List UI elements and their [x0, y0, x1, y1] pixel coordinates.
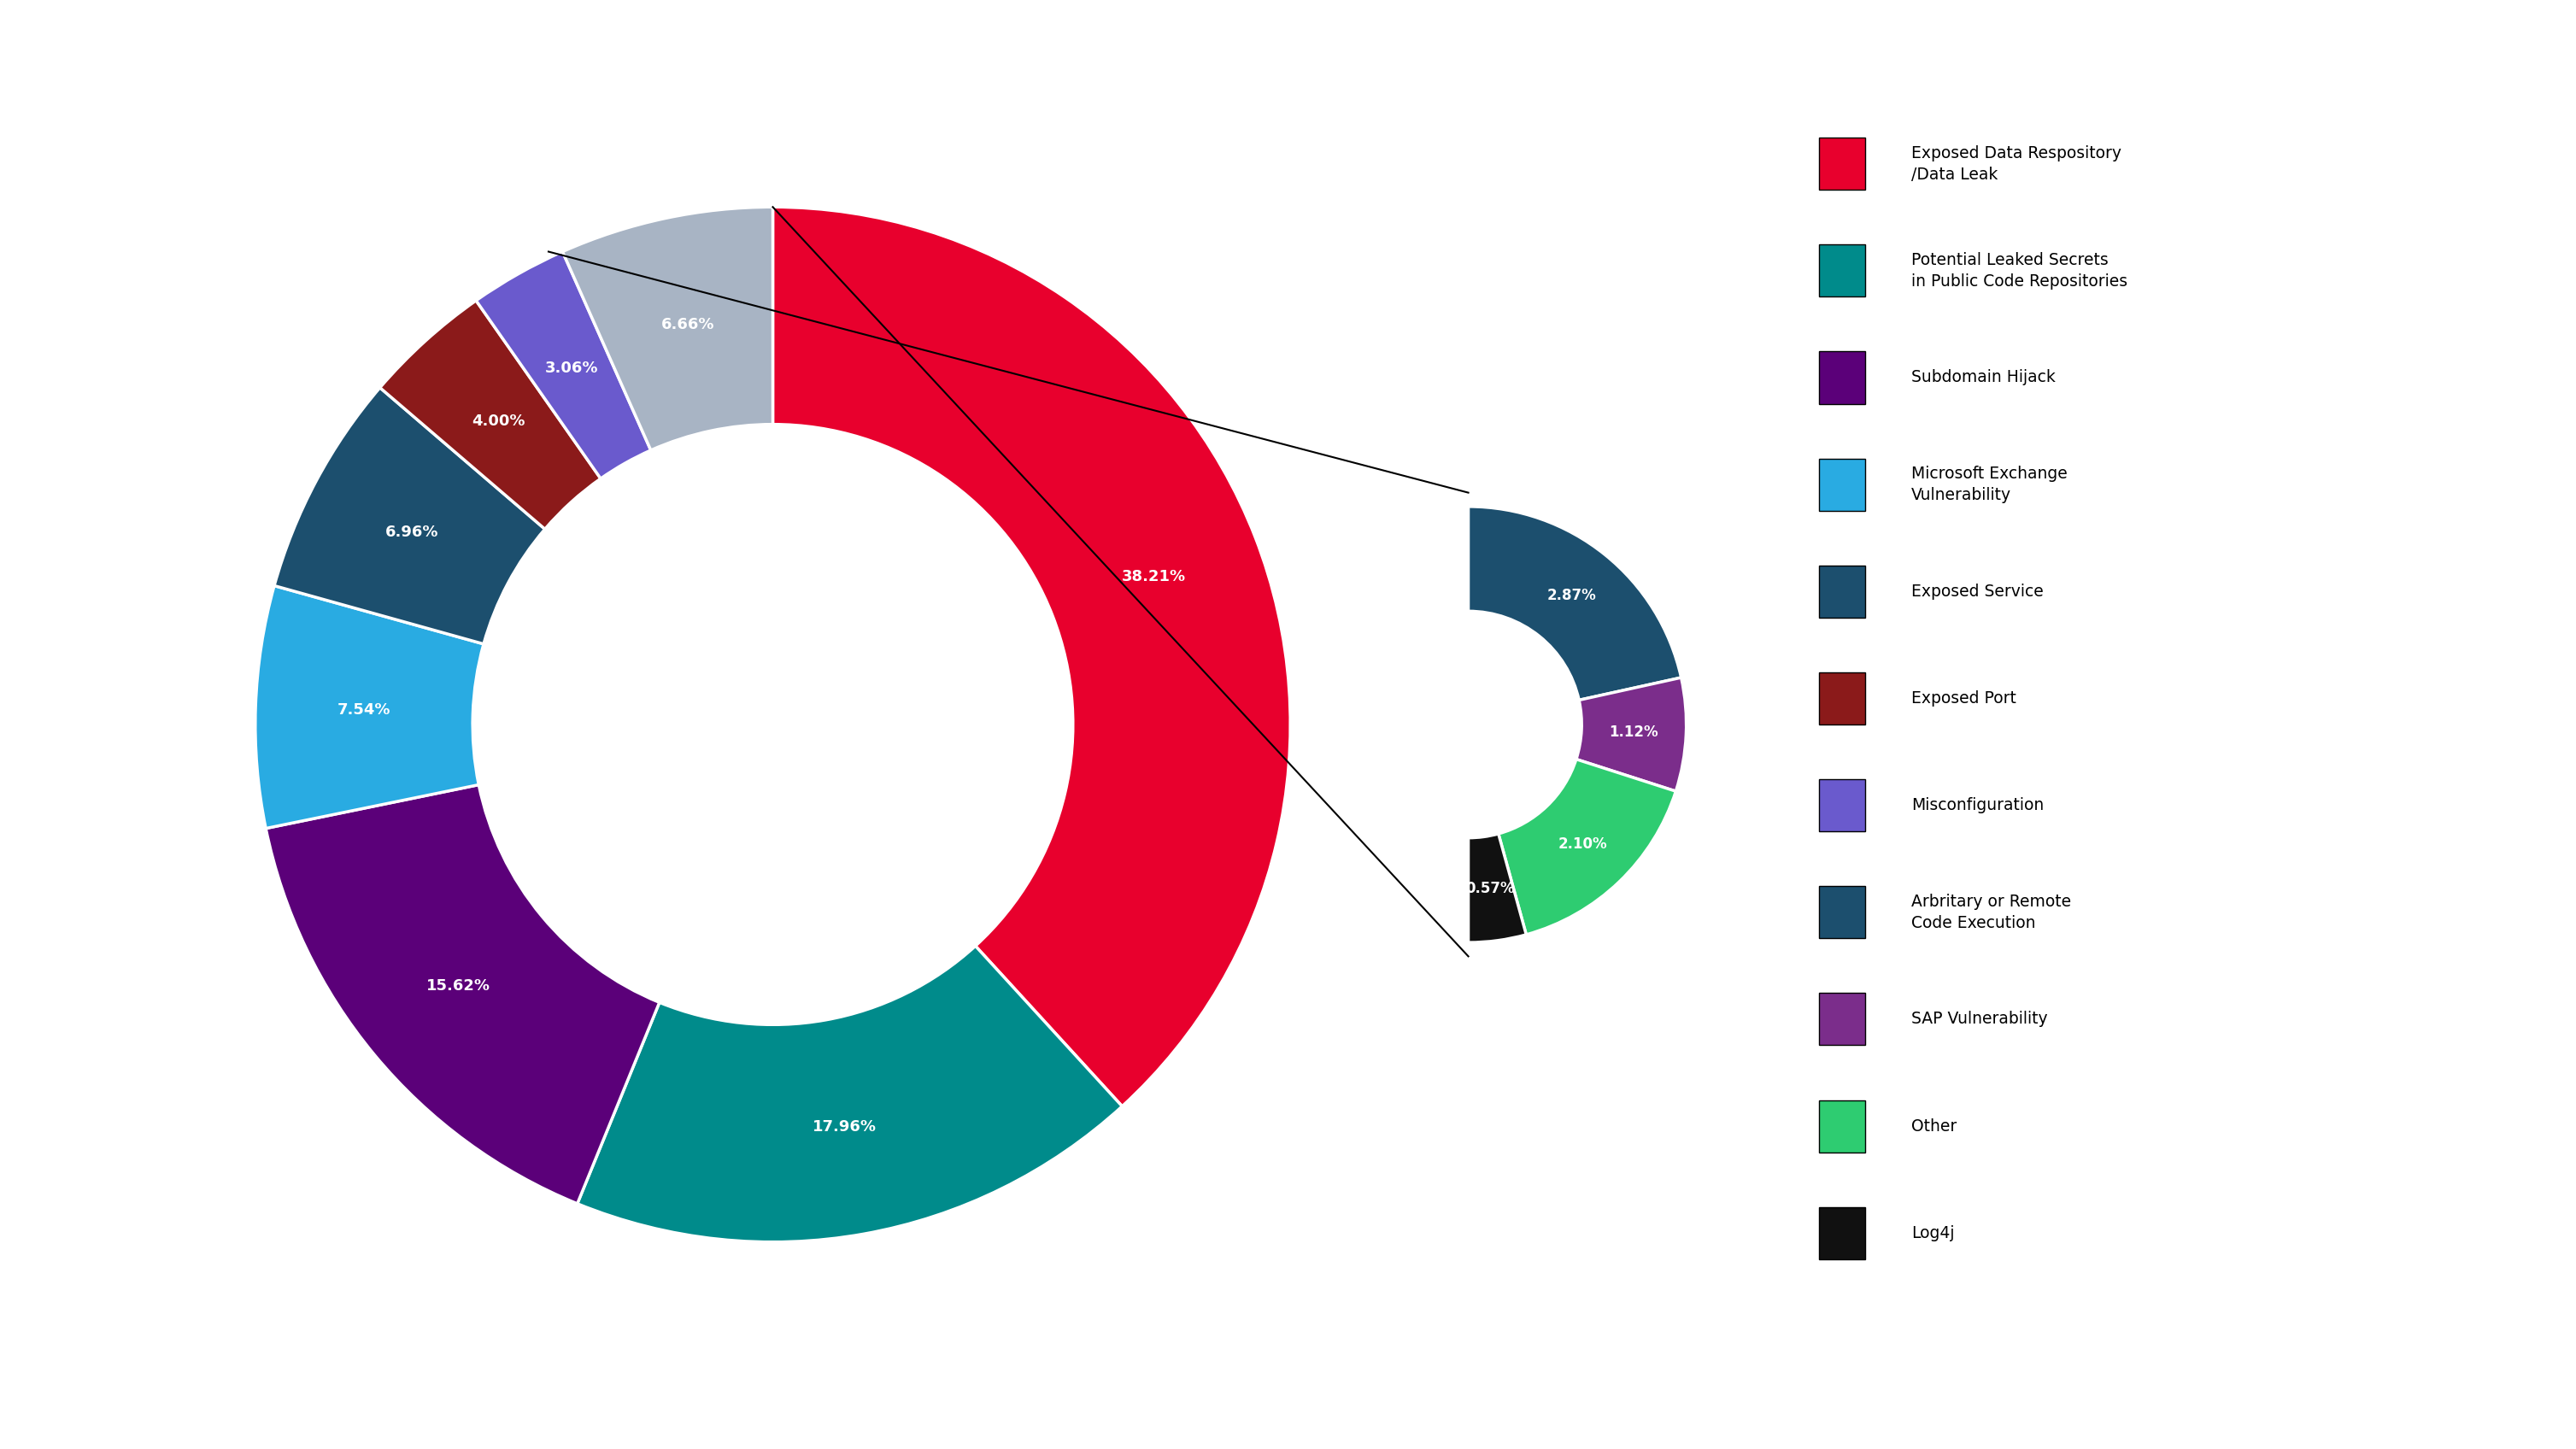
FancyBboxPatch shape	[1819, 458, 1865, 510]
Text: 3.06%: 3.06%	[546, 361, 598, 377]
FancyBboxPatch shape	[1819, 780, 1865, 832]
Text: Exposed Port: Exposed Port	[1911, 690, 2017, 707]
Wedge shape	[477, 252, 652, 478]
Text: Microsoft Exchange
Vulnerability: Microsoft Exchange Vulnerability	[1911, 465, 2069, 503]
Wedge shape	[255, 585, 484, 829]
Wedge shape	[562, 207, 773, 451]
Wedge shape	[273, 388, 546, 643]
Text: Subdomain Hijack: Subdomain Hijack	[1911, 369, 2056, 385]
Wedge shape	[1499, 759, 1677, 935]
FancyBboxPatch shape	[1819, 1100, 1865, 1152]
Text: 0.57%: 0.57%	[1466, 881, 1515, 897]
Text: Log4j: Log4j	[1911, 1224, 1955, 1242]
Text: 1.12%: 1.12%	[1610, 724, 1659, 740]
Wedge shape	[1468, 507, 1682, 700]
Text: SAP Vulnerability: SAP Vulnerability	[1911, 1011, 2048, 1027]
FancyBboxPatch shape	[1819, 245, 1865, 297]
Wedge shape	[1468, 833, 1525, 942]
Text: Misconfiguration: Misconfiguration	[1911, 797, 2043, 813]
Text: 17.96%: 17.96%	[811, 1119, 876, 1135]
Text: 15.62%: 15.62%	[425, 978, 489, 994]
Text: 6.66%: 6.66%	[662, 317, 714, 332]
Text: 4.00%: 4.00%	[471, 414, 526, 429]
Wedge shape	[379, 300, 600, 529]
FancyBboxPatch shape	[1819, 887, 1865, 939]
FancyBboxPatch shape	[1819, 672, 1865, 724]
Text: Potential Leaked Secrets
in Public Code Repositories: Potential Leaked Secrets in Public Code …	[1911, 252, 2128, 290]
Wedge shape	[1577, 678, 1687, 791]
FancyBboxPatch shape	[1819, 993, 1865, 1045]
Wedge shape	[577, 946, 1123, 1242]
Text: 6.96%: 6.96%	[386, 525, 438, 539]
FancyBboxPatch shape	[1819, 138, 1865, 190]
Text: Arbritary or Remote
Code Execution: Arbritary or Remote Code Execution	[1911, 894, 2071, 932]
Text: Other: Other	[1911, 1119, 1958, 1135]
Text: 2.87%: 2.87%	[1548, 588, 1597, 603]
FancyBboxPatch shape	[1819, 1207, 1865, 1259]
FancyBboxPatch shape	[1819, 352, 1865, 404]
Text: Exposed Service: Exposed Service	[1911, 584, 2043, 600]
Wedge shape	[773, 207, 1291, 1106]
Text: 7.54%: 7.54%	[337, 703, 392, 719]
Text: Exposed Data Respository
/Data Leak: Exposed Data Respository /Data Leak	[1911, 145, 2123, 183]
Text: 2.10%: 2.10%	[1558, 836, 1607, 852]
Wedge shape	[265, 785, 659, 1204]
Text: 38.21%: 38.21%	[1121, 569, 1185, 584]
FancyBboxPatch shape	[1819, 565, 1865, 617]
